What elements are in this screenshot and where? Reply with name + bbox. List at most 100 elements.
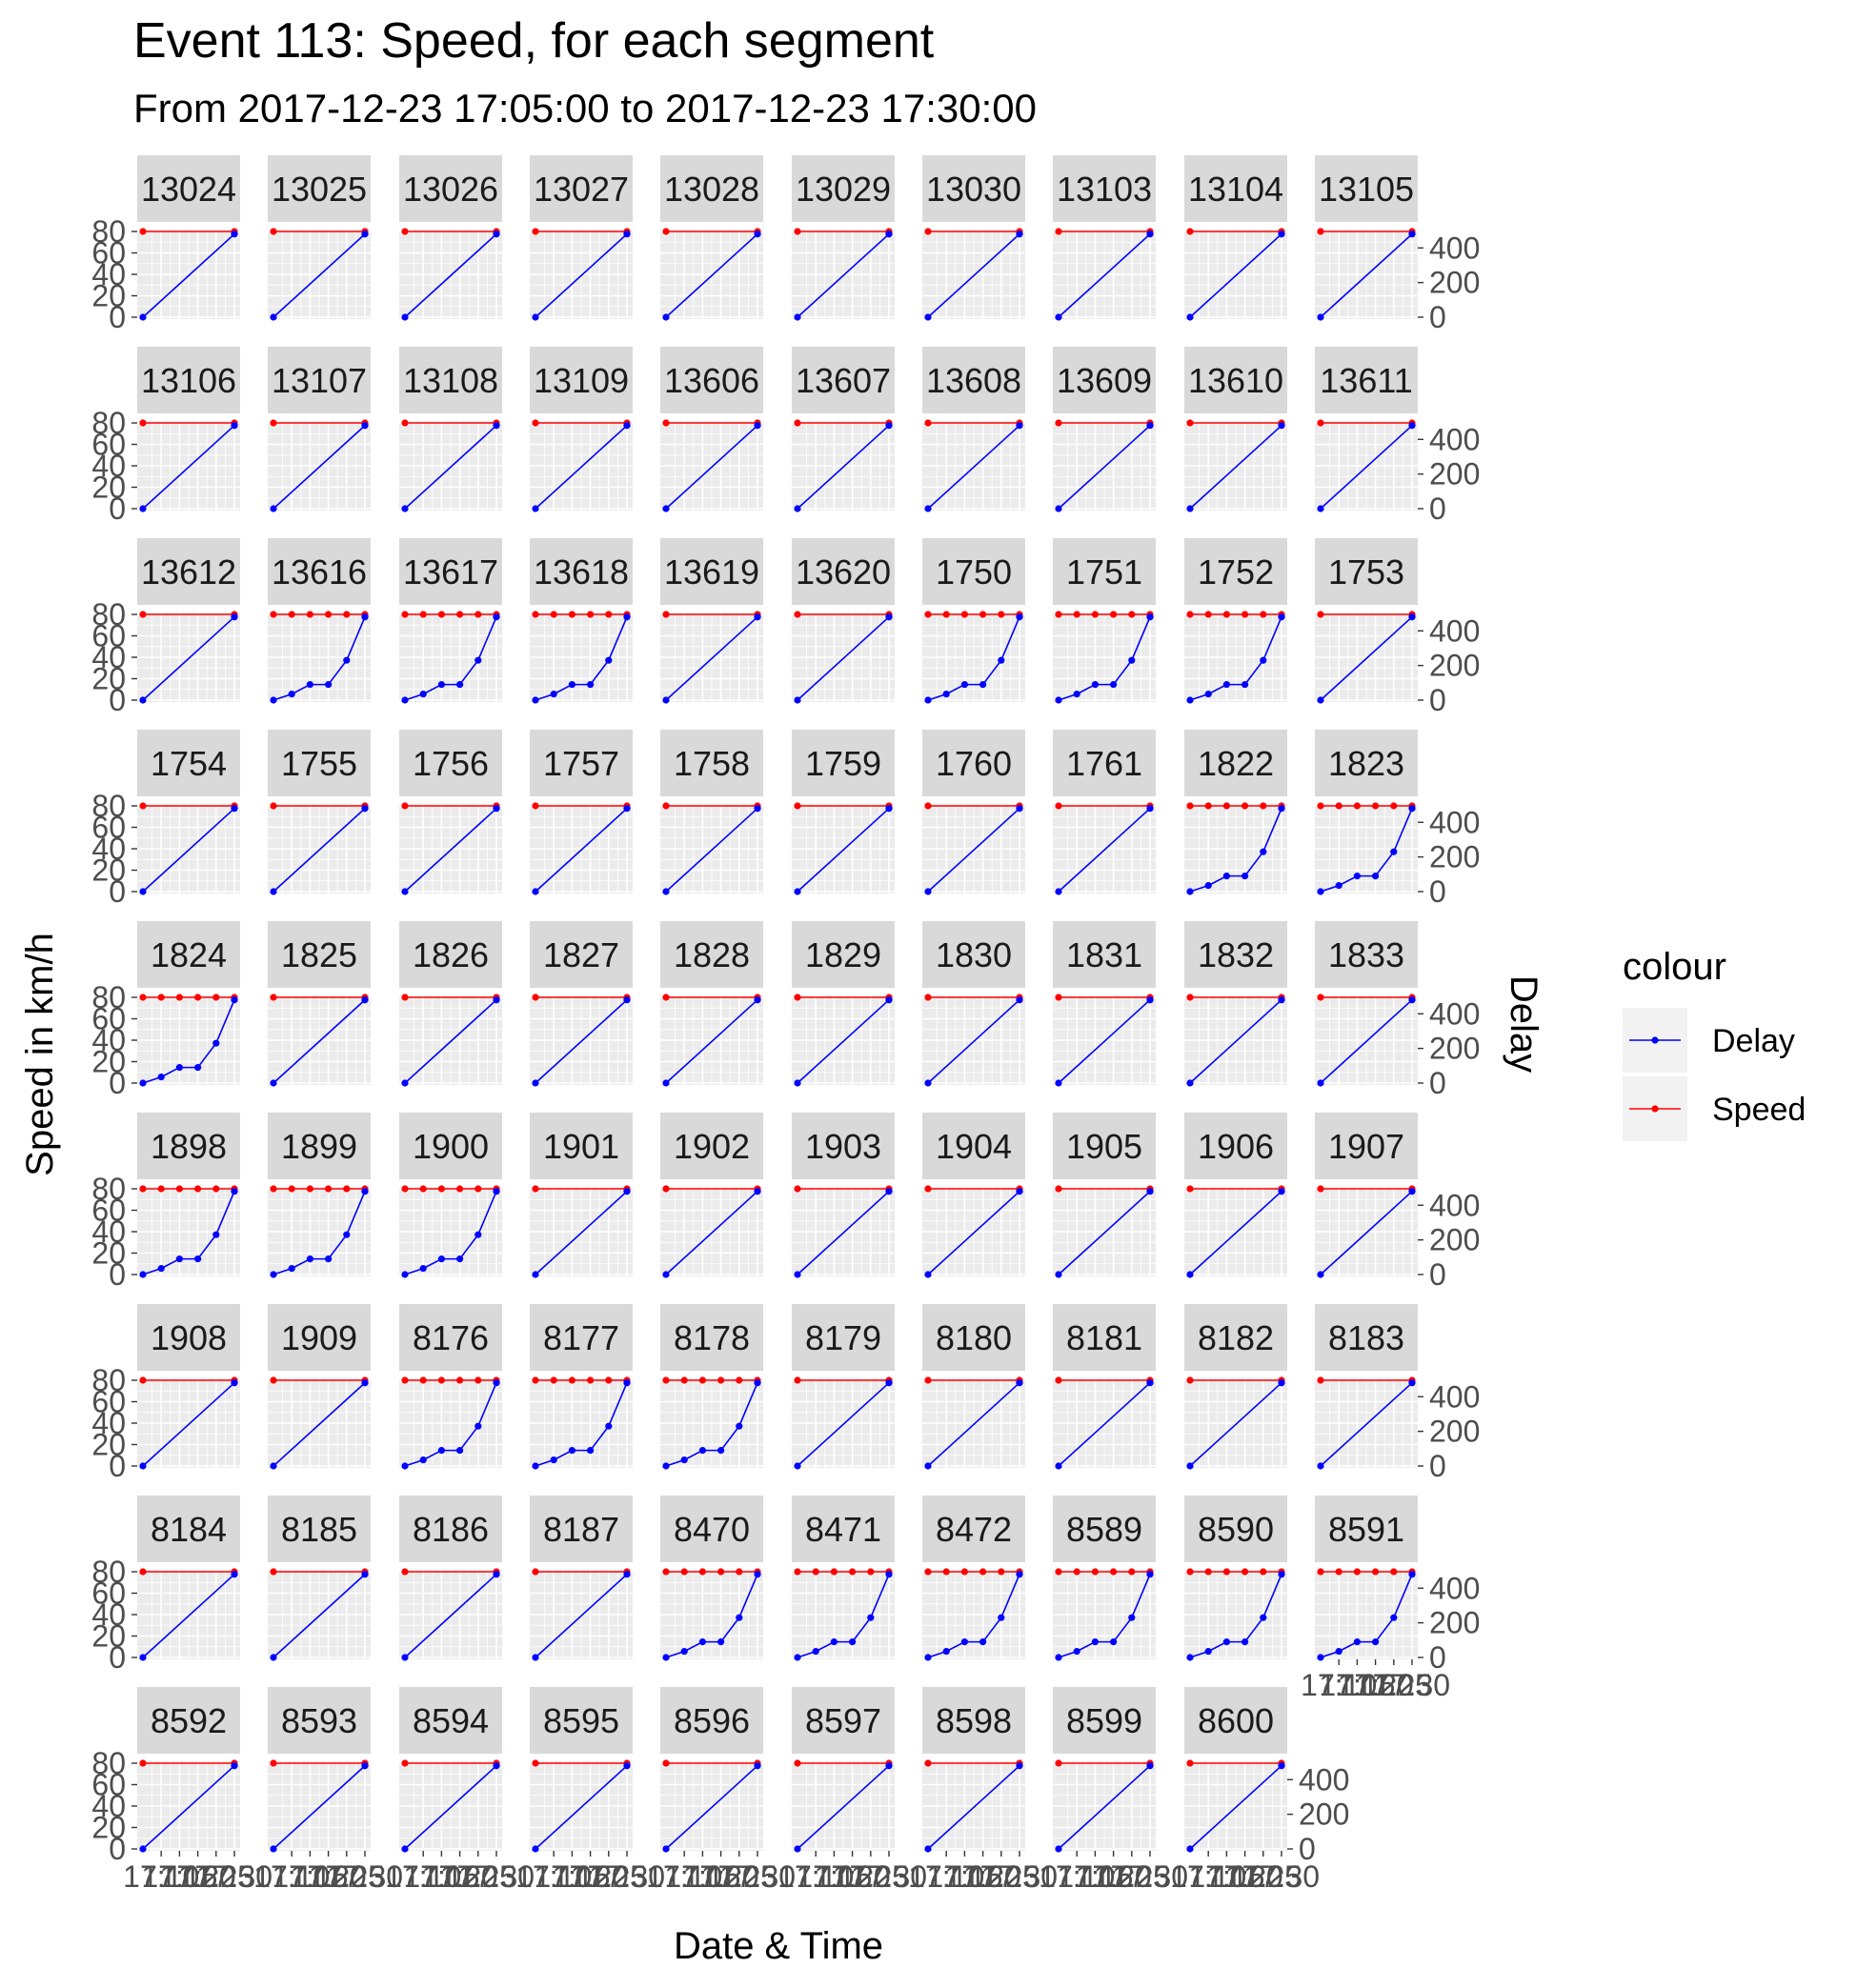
y-tick-label: 0 — [109, 1449, 126, 1483]
speed-point — [1204, 611, 1212, 618]
delay-point — [698, 1638, 707, 1646]
strip-background — [922, 921, 1025, 988]
facet-panel-1902: 1902 — [660, 1113, 763, 1278]
delay-line — [927, 1191, 1020, 1275]
y2-tick-label: 400 — [1429, 1571, 1480, 1605]
speed-point — [1091, 1568, 1099, 1576]
speed-point — [794, 228, 801, 235]
speed-point — [1317, 1185, 1324, 1193]
delay-point — [175, 1255, 183, 1263]
speed-point — [605, 1376, 613, 1384]
delay-point — [885, 422, 893, 430]
delay-point — [231, 996, 238, 1004]
y2-tick-label: 400 — [1429, 805, 1480, 839]
strip-label: 13609 — [1057, 361, 1152, 400]
x-tick-label: 17:20 — [291, 1859, 367, 1894]
delay-point — [139, 1271, 147, 1278]
speed-point — [1372, 802, 1380, 810]
delay-point — [1055, 1654, 1062, 1661]
delay-point — [717, 1638, 725, 1646]
delay-point — [419, 1265, 427, 1273]
facet-panel-1899: 1899 — [268, 1113, 371, 1278]
delay-point — [849, 1638, 857, 1646]
strip-background — [792, 730, 895, 796]
delay-point — [587, 681, 595, 689]
y2-tick-label: 0 — [1429, 1640, 1446, 1675]
y-tick-label: 80 — [91, 789, 126, 823]
speed-point — [568, 611, 576, 618]
delay-point — [419, 691, 427, 698]
strip-label: 8599 — [1066, 1701, 1142, 1740]
y-tick-label: 60 — [91, 811, 126, 845]
facet-panel-13620: 13620 — [792, 538, 895, 704]
delay-point — [754, 1188, 761, 1195]
strip-background — [1184, 1304, 1287, 1371]
delay-point — [270, 505, 277, 512]
delay-point — [1055, 696, 1062, 704]
x-tick-label: 17:15 — [1319, 1668, 1395, 1702]
delay-point — [998, 656, 1005, 664]
delay-line — [797, 233, 890, 318]
speed-point — [794, 1568, 801, 1576]
speed-point — [587, 1376, 595, 1384]
strip-label: 8593 — [281, 1701, 357, 1740]
y-tick-label: 20 — [91, 279, 126, 313]
strip-label: 13105 — [1319, 170, 1414, 209]
strip-label: 8183 — [1328, 1318, 1404, 1357]
strip-label: 1899 — [281, 1127, 357, 1166]
strip-background — [1053, 538, 1156, 605]
strip-background — [1315, 1304, 1418, 1371]
x-tick-label: 17:10 — [777, 1859, 854, 1894]
delay-point — [401, 1654, 409, 1661]
delay-point — [794, 1654, 801, 1661]
speed-point — [924, 228, 932, 235]
strip-label: 1832 — [1198, 935, 1274, 974]
y2-tick-label: 0 — [1429, 1257, 1446, 1292]
strip-label: 8176 — [413, 1318, 489, 1357]
y-tick-label: 60 — [91, 428, 126, 462]
strip-background — [1053, 1496, 1156, 1562]
facet-panel-1761: 1761 — [1053, 730, 1156, 895]
strip-background — [792, 347, 895, 413]
speed-point — [1353, 802, 1361, 810]
delay-point — [1241, 873, 1249, 880]
speed-point — [1317, 1568, 1324, 1576]
speed-point — [1335, 802, 1342, 810]
strip-label: 1908 — [151, 1318, 227, 1357]
y-axis-title: Speed in km/h — [19, 933, 61, 1176]
strip-background — [1053, 155, 1156, 222]
speed-point — [794, 1185, 801, 1193]
y-tick-label: 0 — [109, 874, 126, 909]
delay-line — [404, 1574, 497, 1658]
speed-point — [736, 1376, 743, 1384]
delay-point — [1278, 231, 1285, 238]
delay-line — [535, 425, 628, 510]
strip-background — [1053, 1113, 1156, 1179]
delay-point — [493, 422, 500, 430]
strip-label: 1750 — [936, 552, 1012, 592]
delay-point — [867, 1614, 875, 1621]
delay-line — [927, 425, 1020, 510]
delay-point — [343, 656, 351, 664]
delay-point — [1408, 805, 1416, 813]
delay-point — [885, 1188, 893, 1195]
strip-background — [1184, 1496, 1287, 1562]
strip-label: 1825 — [281, 935, 357, 974]
strip-label: 8184 — [151, 1510, 227, 1549]
facet-panel-8180: 8180 — [922, 1304, 1025, 1470]
delay-line — [665, 999, 758, 1084]
facet-panel-1830: 1830 — [922, 921, 1025, 1087]
x-tick-label: 17:10 — [1039, 1859, 1115, 1894]
delay-point — [1016, 996, 1023, 1004]
speed-point — [1186, 228, 1194, 235]
speed-point — [419, 611, 427, 618]
delay-point — [1128, 1614, 1136, 1621]
y-tick-label: 80 — [91, 1172, 126, 1206]
delay-line — [665, 1765, 758, 1850]
y-tick-label: 80 — [91, 406, 126, 440]
strip-label: 8596 — [674, 1701, 750, 1740]
